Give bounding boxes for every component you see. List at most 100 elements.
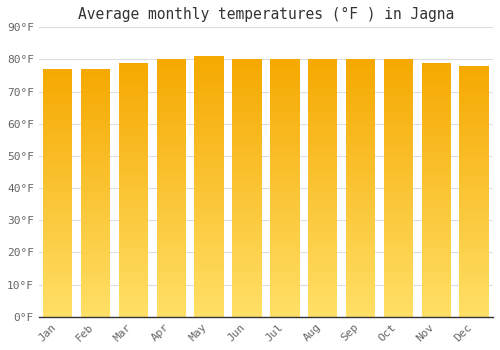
- Bar: [43, 255, 72, 256]
- Bar: [308, 159, 338, 160]
- Bar: [194, 99, 224, 100]
- Bar: [156, 252, 186, 254]
- Bar: [156, 62, 186, 63]
- Bar: [346, 314, 376, 315]
- Bar: [308, 255, 338, 256]
- Bar: [118, 168, 148, 169]
- Bar: [308, 232, 338, 233]
- Bar: [156, 295, 186, 296]
- Bar: [232, 195, 262, 196]
- Bar: [460, 237, 489, 238]
- Bar: [43, 300, 72, 301]
- Bar: [346, 61, 376, 62]
- Bar: [118, 71, 148, 73]
- Bar: [156, 184, 186, 186]
- Bar: [422, 93, 451, 95]
- Bar: [81, 194, 110, 195]
- Bar: [43, 88, 72, 89]
- Bar: [232, 169, 262, 170]
- Bar: [232, 305, 262, 307]
- Bar: [346, 156, 376, 157]
- Bar: [422, 220, 451, 222]
- Bar: [43, 145, 72, 146]
- Bar: [384, 172, 413, 173]
- Bar: [43, 80, 72, 82]
- Bar: [460, 299, 489, 301]
- Bar: [81, 82, 110, 83]
- Bar: [460, 93, 489, 95]
- Bar: [384, 215, 413, 216]
- Bar: [308, 189, 338, 191]
- Bar: [384, 295, 413, 296]
- Bar: [156, 191, 186, 192]
- Bar: [460, 287, 489, 288]
- Bar: [118, 140, 148, 141]
- Bar: [43, 199, 72, 201]
- Bar: [81, 223, 110, 224]
- Bar: [384, 134, 413, 135]
- Bar: [422, 281, 451, 282]
- Bar: [270, 254, 300, 255]
- Bar: [422, 285, 451, 286]
- Bar: [270, 308, 300, 309]
- Bar: [308, 96, 338, 97]
- Bar: [118, 84, 148, 85]
- Bar: [346, 198, 376, 200]
- Bar: [194, 155, 224, 156]
- Bar: [308, 70, 338, 71]
- Bar: [194, 184, 224, 185]
- Bar: [422, 209, 451, 210]
- Bar: [460, 74, 489, 75]
- Bar: [384, 94, 413, 96]
- Bar: [460, 66, 489, 67]
- Bar: [308, 140, 338, 142]
- Bar: [270, 216, 300, 218]
- Bar: [81, 293, 110, 294]
- Bar: [422, 113, 451, 115]
- Bar: [118, 134, 148, 135]
- Bar: [118, 261, 148, 262]
- Bar: [232, 172, 262, 173]
- Bar: [308, 164, 338, 165]
- Bar: [194, 198, 224, 200]
- Bar: [232, 286, 262, 287]
- Bar: [156, 148, 186, 149]
- Bar: [346, 130, 376, 132]
- Bar: [384, 97, 413, 98]
- Bar: [384, 294, 413, 295]
- Bar: [81, 282, 110, 284]
- Bar: [194, 127, 224, 128]
- Bar: [346, 129, 376, 130]
- Bar: [118, 75, 148, 77]
- Bar: [270, 174, 300, 175]
- Bar: [270, 282, 300, 284]
- Bar: [346, 178, 376, 179]
- Title: Average monthly temperatures (°F ) in Jagna: Average monthly temperatures (°F ) in Ja…: [78, 7, 454, 22]
- Bar: [156, 187, 186, 188]
- Bar: [346, 166, 376, 168]
- Bar: [156, 67, 186, 69]
- Bar: [384, 188, 413, 189]
- Bar: [81, 153, 110, 155]
- Bar: [194, 230, 224, 231]
- Bar: [81, 141, 110, 142]
- Bar: [194, 111, 224, 112]
- Bar: [232, 79, 262, 80]
- Bar: [43, 128, 72, 130]
- Bar: [460, 89, 489, 90]
- Bar: [308, 192, 338, 193]
- Bar: [384, 200, 413, 201]
- Bar: [232, 146, 262, 147]
- Bar: [232, 90, 262, 92]
- Bar: [384, 202, 413, 204]
- Bar: [194, 103, 224, 104]
- Bar: [194, 137, 224, 138]
- Bar: [118, 187, 148, 188]
- Bar: [232, 238, 262, 240]
- Bar: [43, 224, 72, 225]
- Bar: [422, 108, 451, 110]
- Bar: [422, 250, 451, 251]
- Bar: [460, 314, 489, 316]
- Bar: [194, 180, 224, 181]
- Bar: [308, 292, 338, 294]
